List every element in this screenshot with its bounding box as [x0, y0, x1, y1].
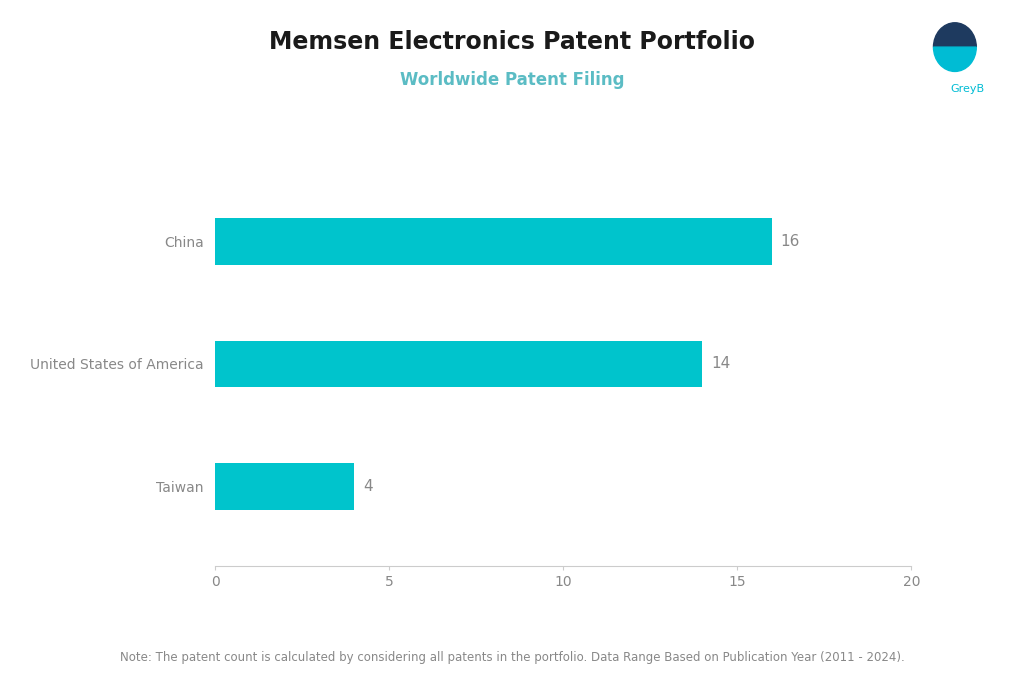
Bar — [215, 218, 772, 265]
Wedge shape — [934, 23, 976, 47]
Bar — [215, 463, 354, 510]
Text: 4: 4 — [364, 479, 373, 494]
Text: GreyB: GreyB — [950, 84, 985, 94]
Text: Note: The patent count is calculated by considering all patents in the portfolio: Note: The patent count is calculated by … — [120, 651, 904, 664]
Text: Memsen Electronics Patent Portfolio: Memsen Electronics Patent Portfolio — [269, 30, 755, 55]
Text: 14: 14 — [711, 357, 730, 371]
Wedge shape — [934, 47, 976, 71]
Bar — [215, 340, 702, 388]
Text: Worldwide Patent Filing: Worldwide Patent Filing — [399, 71, 625, 89]
Text: 16: 16 — [780, 234, 800, 249]
Circle shape — [934, 23, 976, 71]
